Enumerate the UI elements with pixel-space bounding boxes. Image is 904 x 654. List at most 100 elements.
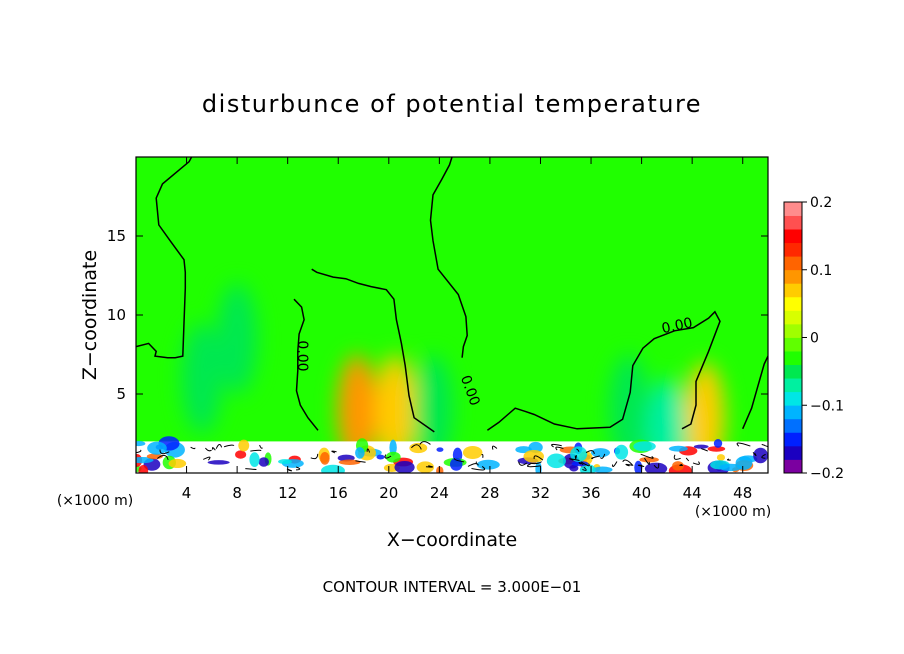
surface-contour [467, 463, 479, 467]
x-tick-label: 20 [379, 484, 398, 502]
surface-eddy [376, 454, 385, 460]
x-axis: 4 8 12 16 20 24 28 32 36 40 44 48 [182, 157, 752, 502]
surface-contour [453, 458, 465, 463]
surface-eddy [569, 464, 579, 472]
colorbar-swatch [784, 391, 802, 406]
surface-contour [580, 461, 590, 467]
surface-eddy [320, 452, 330, 465]
surface-eddy [394, 460, 415, 473]
colorbar-swatch [784, 418, 802, 433]
surface-contour [673, 454, 681, 460]
colorbar: 0.2 0.1 0 −0.1 −0.2 [783, 195, 844, 482]
y-tick-label: 5 [116, 385, 126, 403]
surface-contour [761, 444, 768, 448]
colorbar-swatch [784, 283, 802, 298]
surface-eddy [590, 448, 610, 458]
zero-contour-line [293, 298, 319, 431]
surface-contour [310, 453, 319, 460]
x-tick-label: 40 [632, 484, 651, 502]
surface-contour [481, 453, 484, 458]
surface-eddy [753, 447, 768, 464]
colorbar-swatch [784, 215, 802, 230]
y-axis: 5 10 15 [107, 227, 768, 403]
surface-contour [527, 463, 541, 468]
colorbar-swatch [784, 323, 802, 338]
zero-contour-line [311, 268, 435, 433]
surface-contour [259, 444, 263, 449]
x-axis-label: X−coordinate [387, 529, 517, 551]
surface-eddy [633, 441, 656, 452]
surface-eddy [436, 447, 444, 452]
surface-eddy [416, 461, 435, 473]
surface-contour [692, 461, 700, 465]
x-tick-label: 36 [581, 484, 600, 502]
y-axis-label: Z−coordinate [79, 250, 101, 380]
colorbar-tick-label: 0.2 [810, 195, 832, 211]
surface-eddy [693, 444, 709, 449]
surface-contour [653, 463, 660, 469]
surface-contour [366, 448, 371, 453]
colorbar-swatch [784, 364, 802, 379]
zero-contour-line [429, 157, 468, 358]
surface-contour [355, 460, 366, 463]
surface-eddy [138, 464, 149, 473]
surface-eddy [258, 457, 269, 467]
surface-eddy [136, 441, 146, 447]
surface-eddy [409, 442, 428, 454]
surface-eddy [634, 460, 643, 473]
surface-contour [726, 458, 731, 461]
surface-contour [612, 461, 618, 467]
surface-contour [211, 447, 216, 451]
contour-label: 0.00 [660, 315, 694, 337]
surface-contour [533, 455, 544, 461]
colorbar-swatch [784, 269, 802, 284]
surface-eddy [476, 459, 500, 470]
surface-eddy [207, 460, 230, 465]
surface-eddy [338, 459, 361, 465]
surface-contour [752, 451, 757, 457]
x-tick-label: 44 [683, 484, 702, 502]
surface-contour [700, 448, 708, 452]
surface-eddy [168, 458, 187, 469]
surface-contour [585, 450, 595, 455]
surface-eddy [321, 464, 345, 473]
surface-contour [569, 458, 580, 462]
surface-eddy [579, 464, 596, 473]
surface-contour [245, 468, 257, 471]
colorbar-swatch [784, 445, 802, 460]
surface-contour [736, 442, 751, 447]
surface-contour [761, 453, 766, 459]
surface-contour [679, 463, 684, 467]
surface-eddy [592, 466, 613, 473]
colorbar-tick-label: −0.2 [810, 466, 844, 482]
colorbar-swatch [784, 229, 802, 244]
plot-area [136, 157, 768, 473]
surface-contour [582, 466, 587, 471]
surface-contour [591, 455, 600, 459]
x-tick-label: 28 [480, 484, 499, 502]
surface-contour [384, 454, 392, 459]
surface-eddy [249, 452, 260, 468]
surface-eddy [523, 449, 545, 463]
surface-contour [644, 457, 650, 465]
x-tick-label: 12 [278, 484, 297, 502]
surface-contour [331, 450, 337, 454]
surface-contour [622, 459, 634, 467]
surface-eddy [136, 456, 154, 464]
colorbar-swatch [784, 459, 802, 474]
surface-contour [419, 441, 431, 445]
surface-contour [411, 444, 422, 450]
x-tick-label: 24 [430, 484, 449, 502]
anomaly-patch [608, 354, 649, 465]
surface-contour [250, 449, 262, 452]
colorbar-swatch [784, 378, 802, 393]
anomaly-patch [375, 354, 416, 465]
surface-eddy [668, 445, 688, 452]
surface-eddy [355, 447, 365, 459]
surface-contour [551, 443, 562, 448]
surface-contour [425, 465, 433, 468]
surface-contour [205, 447, 212, 452]
chart-title: disturbunce of potential temperature [202, 90, 702, 118]
zero-contour-line [136, 157, 193, 359]
anomaly-patch [181, 323, 222, 434]
